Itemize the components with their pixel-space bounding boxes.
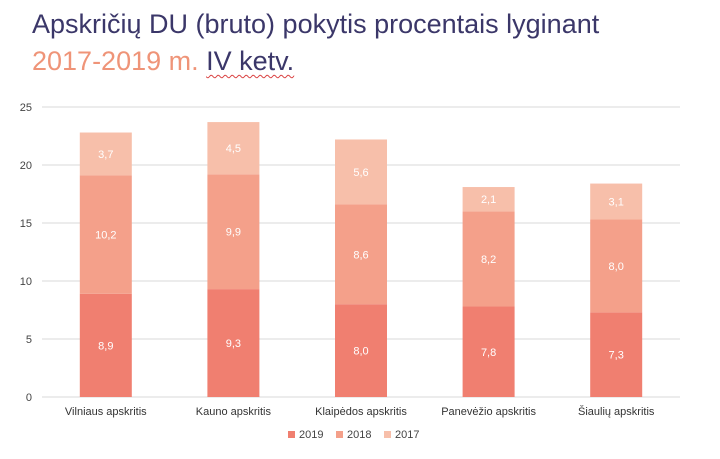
bar-segment-2019	[207, 289, 260, 397]
data-label: 8,2	[481, 254, 496, 266]
y-tick-label: 25	[20, 102, 32, 114]
y-tick-label: 10	[20, 276, 32, 288]
bar-segment-2017	[590, 183, 643, 220]
bar-segment-2019	[335, 304, 387, 397]
title-line1: Apskričių DU (bruto) pokytis procentais …	[32, 9, 600, 39]
bar-segment-2017	[462, 187, 515, 212]
title-years: 2017-2019 m.	[32, 46, 199, 76]
chart-title: Apskričių DU (bruto) pokytis procentais …	[32, 6, 599, 80]
data-label: 3,1	[609, 197, 624, 209]
x-tick-label: Kauno apskritis	[196, 406, 272, 418]
data-label: 3,7	[98, 149, 113, 161]
bar-segment-2019	[590, 312, 643, 397]
bar-segment-2018	[207, 174, 260, 290]
data-label: 4,5	[226, 143, 241, 155]
x-tick-label: Šiaulių apskritis	[578, 405, 655, 418]
legend-swatch	[288, 431, 295, 438]
x-tick-label: Panevėžio apskritis	[441, 406, 536, 418]
y-axis-ticks: 0 5 10 15 20 25	[20, 102, 32, 404]
bar-segment-2019	[462, 306, 515, 397]
bar-segment-2017	[335, 139, 387, 205]
y-tick-label: 15	[20, 218, 32, 230]
data-label: 2,1	[481, 194, 496, 206]
bar-segment-2019	[79, 293, 132, 397]
legend: 2019 2018 2017	[288, 429, 419, 441]
bar-segment-2018	[335, 204, 387, 305]
data-label: 9,3	[226, 338, 241, 350]
data-label: 8,9	[98, 340, 113, 352]
data-label: 7,3	[609, 350, 624, 362]
legend-swatch	[384, 431, 391, 438]
data-label: 8,0	[609, 261, 624, 273]
title-quarter: IV ketv.	[206, 46, 295, 76]
legend-swatch	[336, 431, 343, 438]
legend-label: 2018	[347, 429, 371, 441]
bar-segment-2017	[79, 132, 132, 176]
y-tick-label: 0	[26, 392, 32, 404]
data-label: 8,0	[353, 346, 368, 358]
bar-segment-2017	[207, 122, 260, 175]
bar-segment-2018	[79, 175, 132, 294]
data-label: 8,6	[353, 249, 368, 261]
data-label: 5,6	[353, 167, 368, 179]
bar-segment-2018	[590, 219, 643, 313]
x-tick-label: Vilniaus apskritis	[65, 406, 147, 418]
x-axis-labels: Vilniaus apskritis Kauno apskritis Klaipėd…	[65, 405, 655, 418]
y-tick-label: 5	[26, 334, 32, 346]
legend-label: 2019	[299, 429, 323, 441]
legend-label: 2017	[395, 429, 419, 441]
bars: 8,9 10,2 3,7 9,3 9,9 4,5 8,0 8,6 5,6 7,8 8,2 2,1 7,3…	[79, 122, 643, 397]
data-label: 7,8	[481, 347, 496, 359]
x-tick-label: Klaipėdos apskritis	[315, 406, 407, 418]
data-label: 9,9	[226, 227, 241, 239]
data-label: 10,2	[95, 230, 116, 242]
y-tick-label: 20	[20, 160, 32, 172]
bar-segment-2018	[462, 211, 515, 307]
